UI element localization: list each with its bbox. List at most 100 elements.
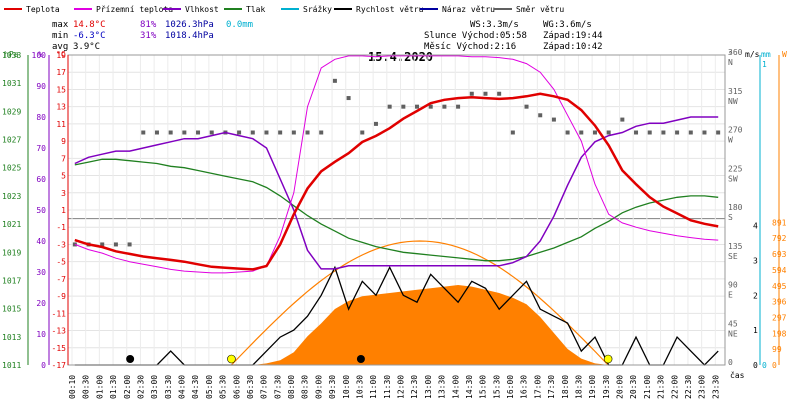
legend-label-0: Teplota bbox=[26, 5, 60, 14]
x-tick-13: 06:30 bbox=[246, 375, 255, 399]
wind-dir-point-38 bbox=[592, 130, 597, 135]
dir-name-2: W bbox=[728, 136, 733, 145]
x-tick-41: 20:30 bbox=[629, 375, 638, 399]
x-tick-24: 12:00 bbox=[397, 375, 406, 399]
hpa-tick-1: 1031 bbox=[2, 79, 21, 88]
wind-dir-point-35 bbox=[551, 117, 556, 122]
x-tick-47: 23:30 bbox=[711, 375, 720, 399]
x-tick-33: 16:30 bbox=[520, 375, 529, 399]
dir-name-5: SE bbox=[728, 252, 738, 261]
wind-dir-point-5 bbox=[141, 130, 146, 135]
x-tick-36: 18:00 bbox=[561, 375, 570, 399]
pct-tick-6: 40 bbox=[36, 237, 46, 246]
moonset-icon bbox=[356, 355, 365, 363]
mm-tick-0: 1 bbox=[762, 60, 767, 69]
temp-tick-2: 15 bbox=[56, 85, 66, 94]
x-tick-35: 17:30 bbox=[547, 375, 556, 399]
temp-tick-13: -7 bbox=[56, 275, 66, 284]
wind-dir-point-14 bbox=[264, 130, 269, 135]
dir-deg-2: 270 bbox=[728, 126, 743, 135]
wind-dir-point-20 bbox=[346, 96, 351, 101]
temp-tick-0: 19 bbox=[56, 51, 66, 60]
x-tick-25: 12:30 bbox=[410, 375, 419, 399]
ms-axis-label: m/s bbox=[745, 50, 760, 59]
temp-tick-7: 5 bbox=[61, 172, 66, 181]
x-tick-34: 17:00 bbox=[533, 375, 542, 399]
x-tick-19: 09:30 bbox=[328, 375, 337, 399]
moonrise-icon bbox=[126, 355, 135, 363]
series-temperature bbox=[74, 92, 719, 271]
dir-deg-4: 180 bbox=[728, 203, 743, 212]
temp-tick-15: -11 bbox=[52, 309, 67, 318]
pct-tick-7: 30 bbox=[36, 268, 46, 277]
x-tick-12: 06:00 bbox=[232, 375, 241, 399]
dir-name-4: S bbox=[728, 213, 733, 222]
x-tick-1: 00:30 bbox=[82, 375, 91, 399]
pct-tick-3: 70 bbox=[36, 144, 46, 153]
hpa-tick-11: 1011 bbox=[2, 361, 21, 370]
wind-dir-point-16 bbox=[291, 130, 296, 135]
x-tick-16: 08:00 bbox=[287, 375, 296, 399]
stat-moon-set: Západ:10:42 bbox=[543, 42, 603, 52]
x-tick-15: 07:30 bbox=[273, 375, 282, 399]
wind-dir-point-3 bbox=[113, 242, 118, 247]
hpa-tick-7: 1019 bbox=[2, 248, 21, 257]
wind-dir-point-28 bbox=[456, 104, 461, 109]
stat-ws: WS:3.3m/s bbox=[470, 20, 519, 30]
temp-tick-10: -1 bbox=[56, 223, 66, 232]
ms-tick-4: 0 bbox=[753, 361, 758, 370]
wind-dir-point-43 bbox=[661, 130, 666, 135]
temp-tick-5: 9 bbox=[61, 137, 66, 146]
ms-tick-1: 3 bbox=[753, 256, 758, 265]
legend: Teplota Přízemní teplota Vlhkost Tlak Srážky… bbox=[4, 5, 564, 14]
wind-dir-point-22 bbox=[373, 121, 378, 126]
x-tick-42: 21:00 bbox=[643, 375, 652, 399]
wind-dir-point-46 bbox=[702, 130, 707, 135]
x-tick-39: 19:30 bbox=[602, 375, 611, 399]
legend-label-3: Tlak bbox=[246, 5, 265, 14]
x-tick-29: 14:30 bbox=[465, 375, 474, 399]
pct-axis-label: % bbox=[38, 50, 43, 59]
stat-avg-label: avg bbox=[52, 42, 68, 52]
dir-deg-7: 45 bbox=[728, 319, 738, 328]
temp-tick-1: 17 bbox=[56, 68, 66, 77]
wind-dir-point-23 bbox=[387, 104, 392, 109]
series-humidity bbox=[74, 116, 719, 270]
plot-area bbox=[67, 54, 726, 366]
wind-dir-point-2 bbox=[100, 242, 105, 247]
dir-name-6: E bbox=[728, 291, 733, 300]
wind-dir-point-44 bbox=[675, 130, 680, 135]
wind-dir-point-13 bbox=[250, 130, 255, 135]
pct-tick-0: 100 bbox=[32, 51, 47, 60]
legend-label-2: Vlhkost bbox=[185, 5, 219, 14]
x-tick-14: 07:00 bbox=[260, 375, 269, 399]
wind-dir-point-39 bbox=[606, 130, 611, 135]
x-tick-11: 05:30 bbox=[219, 375, 228, 399]
solar-area bbox=[68, 285, 725, 365]
stat-min-label: min bbox=[52, 31, 68, 41]
axes: 191715131197531-1-3-5-7-9-11-13-15-1700:… bbox=[2, 48, 787, 399]
wind-dir-point-40 bbox=[620, 117, 625, 122]
wind-dir-point-6 bbox=[154, 130, 159, 135]
temp-tick-16: -13 bbox=[52, 327, 67, 336]
dir-name-3: SW bbox=[728, 174, 738, 183]
wind-dir-point-37 bbox=[579, 130, 584, 135]
x-tick-31: 15:30 bbox=[492, 375, 501, 399]
stat-min-temp: -6.3°C bbox=[73, 31, 106, 41]
pct-tick-10: 0 bbox=[41, 361, 46, 370]
hpa-tick-5: 1023 bbox=[2, 192, 21, 201]
wind-dir-point-19 bbox=[332, 78, 337, 83]
wind-dir-point-42 bbox=[647, 130, 652, 135]
temp-tick-9: 1 bbox=[61, 206, 66, 215]
wind-dir-point-47 bbox=[716, 130, 721, 135]
wind-dir-point-4 bbox=[127, 242, 132, 247]
x-tick-22: 11:00 bbox=[369, 375, 378, 399]
hpa-tick-3: 1027 bbox=[2, 136, 21, 145]
wind-dir-point-12 bbox=[237, 130, 242, 135]
dir-deg-3: 225 bbox=[728, 164, 743, 173]
x-tick-32: 16:00 bbox=[506, 375, 515, 399]
x-tick-2: 01:00 bbox=[95, 375, 104, 399]
ms-tick-0: 4 bbox=[753, 222, 758, 231]
sunrise-icon bbox=[227, 354, 236, 364]
wind-dir-point-15 bbox=[278, 130, 283, 135]
